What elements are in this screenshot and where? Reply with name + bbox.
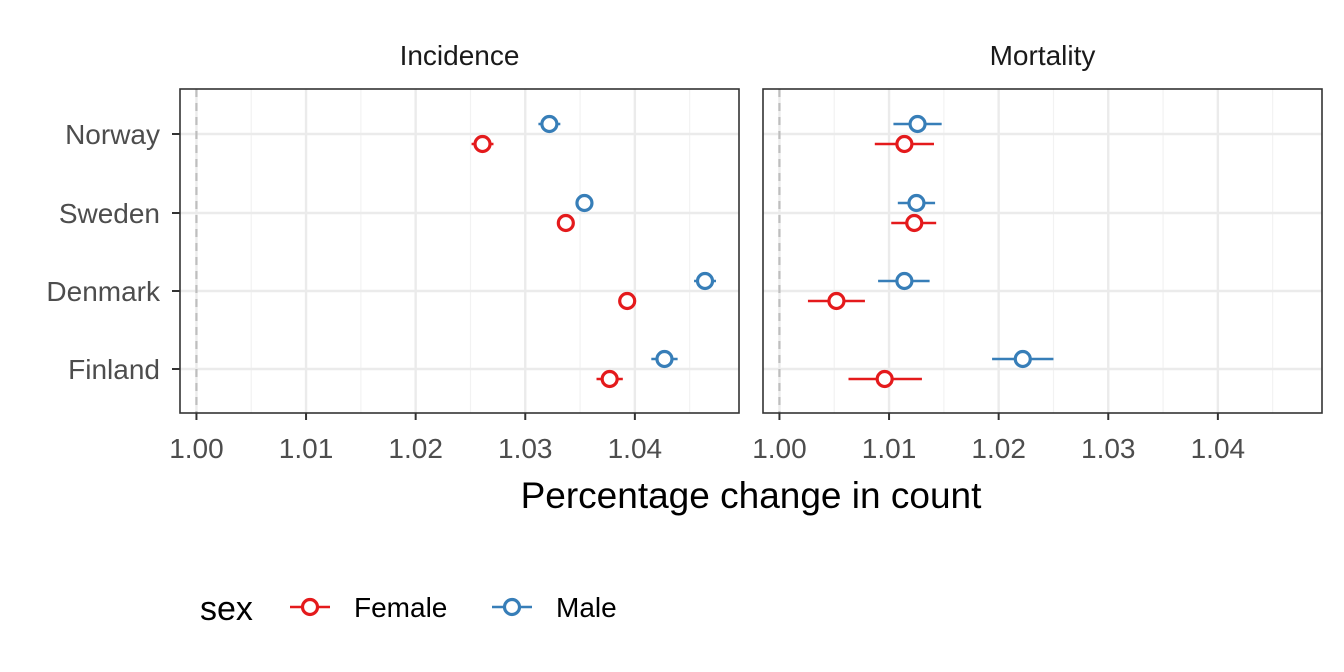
point-female-finland: [875, 369, 894, 389]
point-female-sweden: [905, 213, 924, 233]
point-male-denmark: [895, 271, 914, 291]
point-male-sweden: [575, 193, 594, 213]
legend-entry-female: Female: [290, 592, 447, 623]
x-tick-label: 1.02: [388, 433, 443, 464]
x-tick-label: 1.01: [862, 433, 917, 464]
legend-key-point: [502, 597, 522, 617]
legend-label: Female: [354, 592, 447, 623]
legend-label: Male: [556, 592, 617, 623]
panel-title: Mortality: [990, 40, 1096, 71]
panel-background: [180, 89, 739, 413]
x-tick-label: 1.04: [1191, 433, 1246, 464]
x-axis-label: Percentage change in count: [521, 475, 983, 516]
x-tick-label: 1.03: [1081, 433, 1136, 464]
panel-incidence: Incidence 1.00 1.01 1.02 1.03 1.04 Norway Swede…: [46, 40, 740, 464]
point-male-denmark: [695, 271, 715, 291]
x-tick-label: 1.00: [169, 433, 224, 464]
y-tick-label: Denmark: [46, 276, 161, 307]
legend: sex Female Male: [200, 590, 617, 628]
point-female-denmark: [827, 291, 846, 311]
x-tick-label: 1.00: [752, 433, 807, 464]
point-male-norway: [540, 114, 559, 134]
y-tick-label: Norway: [65, 119, 160, 150]
legend-title: sex: [200, 590, 253, 628]
legend-entry-male: Male: [492, 592, 617, 623]
point-male-sweden: [907, 193, 926, 213]
y-tick-label: Sweden: [59, 198, 160, 229]
panels: Incidence 1.00 1.01 1.02 1.03 1.04 Norway Swede…: [46, 40, 1323, 464]
x-tick-label: 1.01: [279, 433, 334, 464]
y-tick-label: Finland: [68, 354, 160, 385]
point-male-finland: [655, 349, 674, 369]
panel-title: Incidence: [400, 40, 520, 71]
point-female-finland: [600, 369, 619, 389]
x-tick-label: 1.02: [971, 433, 1026, 464]
panel-border: [762, 88, 1323, 414]
panel-border: [179, 88, 740, 414]
panel-background: [763, 89, 1322, 413]
point-female-sweden: [556, 213, 575, 233]
x-tick-label: 1.04: [608, 433, 663, 464]
point-female-denmark: [618, 291, 637, 311]
panel-mortality: Mortality 1.00 1.01 1.02 1.03 1.04: [752, 40, 1323, 464]
legend-key-point: [300, 597, 320, 617]
point-male-finland: [1013, 349, 1032, 369]
x-tick-label: 1.03: [498, 433, 553, 464]
point-female-norway: [473, 134, 492, 154]
point-male-norway: [908, 114, 927, 134]
point-female-norway: [895, 134, 914, 154]
